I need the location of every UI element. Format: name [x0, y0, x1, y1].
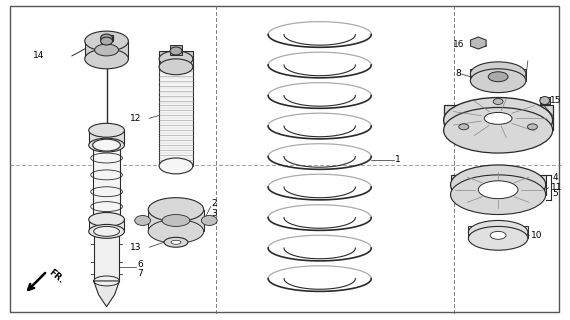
Ellipse shape — [443, 108, 553, 153]
Ellipse shape — [148, 220, 203, 243]
Bar — [85, 41, 128, 59]
Text: 12: 12 — [130, 114, 141, 123]
Bar — [540, 97, 549, 105]
Ellipse shape — [148, 198, 203, 221]
Text: 1: 1 — [395, 156, 401, 164]
Ellipse shape — [470, 69, 526, 92]
Bar — [443, 106, 553, 130]
Bar — [89, 220, 124, 231]
Bar — [93, 231, 120, 281]
Bar — [159, 67, 193, 166]
Polygon shape — [471, 37, 486, 49]
Ellipse shape — [93, 227, 120, 236]
Ellipse shape — [493, 99, 503, 105]
Ellipse shape — [93, 213, 120, 225]
Ellipse shape — [85, 49, 128, 69]
Text: 15: 15 — [549, 96, 561, 105]
Ellipse shape — [450, 175, 545, 214]
Bar — [469, 227, 528, 238]
Text: 4: 4 — [553, 173, 558, 182]
Bar — [101, 35, 112, 41]
Ellipse shape — [159, 59, 193, 75]
Polygon shape — [93, 281, 120, 307]
Text: 11: 11 — [551, 183, 562, 192]
Ellipse shape — [201, 215, 217, 225]
Ellipse shape — [443, 98, 553, 143]
Text: 2: 2 — [211, 199, 217, 208]
Text: 10: 10 — [531, 231, 542, 240]
Ellipse shape — [490, 231, 506, 239]
Text: 3: 3 — [211, 209, 217, 218]
Ellipse shape — [450, 165, 545, 204]
Ellipse shape — [488, 72, 508, 82]
Ellipse shape — [89, 138, 124, 152]
Ellipse shape — [85, 31, 128, 51]
Ellipse shape — [135, 215, 150, 225]
Text: 5: 5 — [553, 189, 559, 198]
Bar — [89, 130, 124, 145]
Ellipse shape — [459, 124, 469, 130]
Ellipse shape — [93, 139, 120, 151]
Bar — [159, 51, 193, 67]
Text: 9: 9 — [455, 116, 462, 125]
Ellipse shape — [89, 224, 124, 238]
Bar — [148, 210, 203, 231]
Ellipse shape — [162, 214, 190, 227]
Ellipse shape — [101, 34, 112, 42]
Text: FR.: FR. — [47, 267, 66, 285]
Ellipse shape — [469, 227, 528, 250]
Ellipse shape — [93, 276, 120, 286]
Bar — [450, 175, 545, 195]
Bar — [93, 145, 120, 220]
Text: 16: 16 — [453, 39, 465, 49]
Ellipse shape — [478, 181, 518, 199]
Ellipse shape — [164, 237, 188, 247]
Ellipse shape — [469, 220, 528, 244]
Bar — [170, 45, 182, 55]
Ellipse shape — [89, 212, 124, 227]
Ellipse shape — [540, 97, 549, 105]
Ellipse shape — [159, 158, 193, 174]
Ellipse shape — [159, 51, 193, 67]
Ellipse shape — [171, 240, 181, 244]
Text: 8: 8 — [455, 69, 462, 78]
Bar — [470, 69, 526, 81]
Text: 6: 6 — [137, 260, 143, 268]
Text: 13: 13 — [130, 243, 141, 252]
Ellipse shape — [484, 112, 512, 124]
Ellipse shape — [170, 47, 182, 55]
Ellipse shape — [95, 44, 119, 56]
Ellipse shape — [101, 37, 112, 45]
Text: 7: 7 — [137, 268, 143, 277]
Ellipse shape — [527, 124, 538, 130]
Text: 14: 14 — [32, 52, 44, 60]
Ellipse shape — [470, 62, 526, 86]
Ellipse shape — [89, 123, 124, 137]
